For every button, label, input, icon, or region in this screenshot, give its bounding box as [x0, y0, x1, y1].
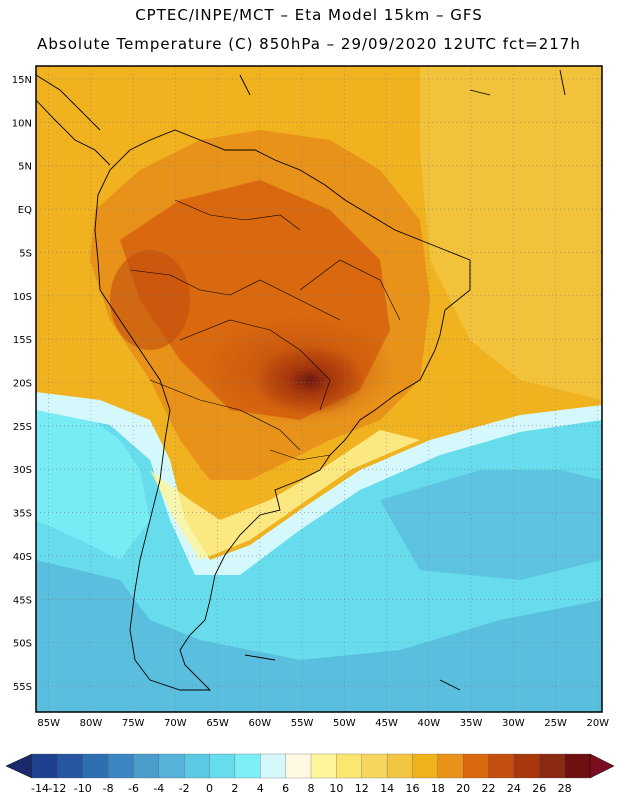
lon-label: 75W	[122, 718, 145, 729]
latitude-labels: 15N 10N 5N EQ 5S 10S 15S 20S 25S 30S 35S 40S 45S 50S 5…	[12, 75, 32, 693]
longitude-labels: 85W 80W 75W 70W 65W 60W 55W 50W 45W 40W 35W 30W 25W 2…	[37, 718, 609, 729]
lon-label: 80W	[80, 718, 103, 729]
colorbar-label: -4	[153, 782, 164, 795]
field-north-atlantic	[420, 66, 602, 400]
colorbar: -14 -12 -10 -8 -6 -4 -2 0 2 4 6 8 10 12 14 16 18 20 22 24 26…	[5, 753, 615, 795]
lat-label: 55S	[13, 682, 32, 693]
colorbar-swatch	[260, 753, 287, 779]
colorbar-swatch	[488, 753, 515, 779]
colorbar-label: -12	[48, 782, 66, 795]
colorbar-label: 16	[405, 782, 419, 795]
colorbar-swatch	[209, 753, 236, 779]
colorbar-swatch	[336, 753, 363, 779]
field-pacific-cold	[36, 400, 150, 560]
lon-label: 65W	[206, 718, 229, 729]
field-south-atlantic-cold	[380, 470, 602, 580]
title-line-2: Absolute Temperature (C) 850hPa – 29/09/…	[37, 35, 581, 53]
colorbar-swatch	[412, 753, 439, 779]
country-borders	[129, 199, 401, 461]
field-south-cold	[36, 560, 602, 712]
south-america-coast	[94, 129, 471, 691]
colorbar-label: -2	[179, 782, 190, 795]
lat-label: 40S	[13, 552, 32, 563]
colorbar-label: 0	[206, 782, 213, 795]
colorbar-right-arrow	[589, 753, 615, 779]
colorbar-label: 24	[507, 782, 521, 795]
lat-label: 15S	[13, 335, 32, 346]
colorbar-swatch	[310, 753, 338, 779]
colorbar-swatch	[57, 753, 84, 779]
lon-label: 30W	[502, 718, 525, 729]
lon-label: 25W	[544, 718, 567, 729]
colorbar-label: 18	[431, 782, 445, 795]
colorbar-label: 2	[231, 782, 238, 795]
map-frame	[35, 65, 603, 713]
caribbean-islands	[239, 69, 566, 691]
colorbar-swatch	[31, 753, 59, 779]
lat-label: 20S	[13, 378, 32, 389]
colorbar-label: -14	[31, 782, 49, 795]
central-america-coast	[36, 74, 111, 166]
colorbar-swatch	[539, 753, 566, 779]
lat-label: 10N	[12, 118, 32, 129]
colorbar-swatch	[437, 753, 464, 779]
lon-label: 85W	[37, 718, 60, 729]
colorbar-swatch	[82, 753, 109, 779]
colorbar-label: 4	[257, 782, 264, 795]
lat-label: 45S	[13, 595, 32, 606]
colorbar-label: 14	[380, 782, 394, 795]
colorbar-swatch	[463, 753, 490, 779]
colorbar-label: 6	[282, 782, 289, 795]
colorbar-swatch	[184, 753, 211, 779]
lat-label: 5N	[18, 162, 32, 173]
field-yellow-band	[150, 430, 420, 560]
coastlines	[36, 69, 566, 691]
lon-label: 70W	[164, 718, 187, 729]
lat-label: 30S	[13, 465, 32, 476]
lat-label: EQ	[18, 205, 32, 216]
lat-label: 35S	[13, 509, 32, 520]
lon-label: 35W	[460, 718, 483, 729]
colorbar-label: 12	[355, 782, 369, 795]
colorbar-label: -10	[74, 782, 92, 795]
colorbar-label: -6	[128, 782, 139, 795]
lon-label: 50W	[333, 718, 356, 729]
temperature-field	[36, 66, 602, 712]
colorbar-label: 8	[308, 782, 315, 795]
colorbar-label: 26	[532, 782, 546, 795]
colorbar-label: 20	[456, 782, 470, 795]
colorbar-label: 22	[482, 782, 496, 795]
colorbar-label: 28	[558, 782, 572, 795]
colorbar-swatch	[133, 753, 160, 779]
lat-label: 25S	[13, 422, 32, 433]
colorbar-swatch	[361, 753, 388, 779]
lat-label: 5S	[19, 248, 32, 259]
lon-label: 20W	[586, 718, 609, 729]
field-pale-band	[36, 392, 602, 575]
colorbar-swatch	[513, 753, 540, 779]
colorbar-swatch	[158, 753, 185, 779]
lon-label: 55W	[291, 718, 314, 729]
field-hot-core	[255, 345, 365, 415]
colorbar-swatch	[285, 753, 312, 779]
lon-label: 60W	[249, 718, 272, 729]
colorbar-label: 10	[329, 782, 343, 795]
colorbar-left-arrow	[5, 753, 33, 779]
colorbar-swatch	[386, 753, 414, 779]
colorbar-label: -8	[103, 782, 114, 795]
lon-label: 40W	[418, 718, 441, 729]
colorbar-swatch	[107, 753, 135, 779]
field-andes-warm	[110, 250, 190, 350]
title-line-1: CPTEC/INPE/MCT – Eta Model 15km – GFS	[135, 6, 483, 24]
lat-label: 15N	[12, 75, 32, 86]
lon-label: 45W	[375, 718, 398, 729]
colorbar-swatch	[234, 753, 261, 779]
lat-label: 50S	[13, 639, 32, 650]
lat-label: 10S	[13, 292, 32, 303]
colorbar-swatch	[564, 753, 591, 779]
